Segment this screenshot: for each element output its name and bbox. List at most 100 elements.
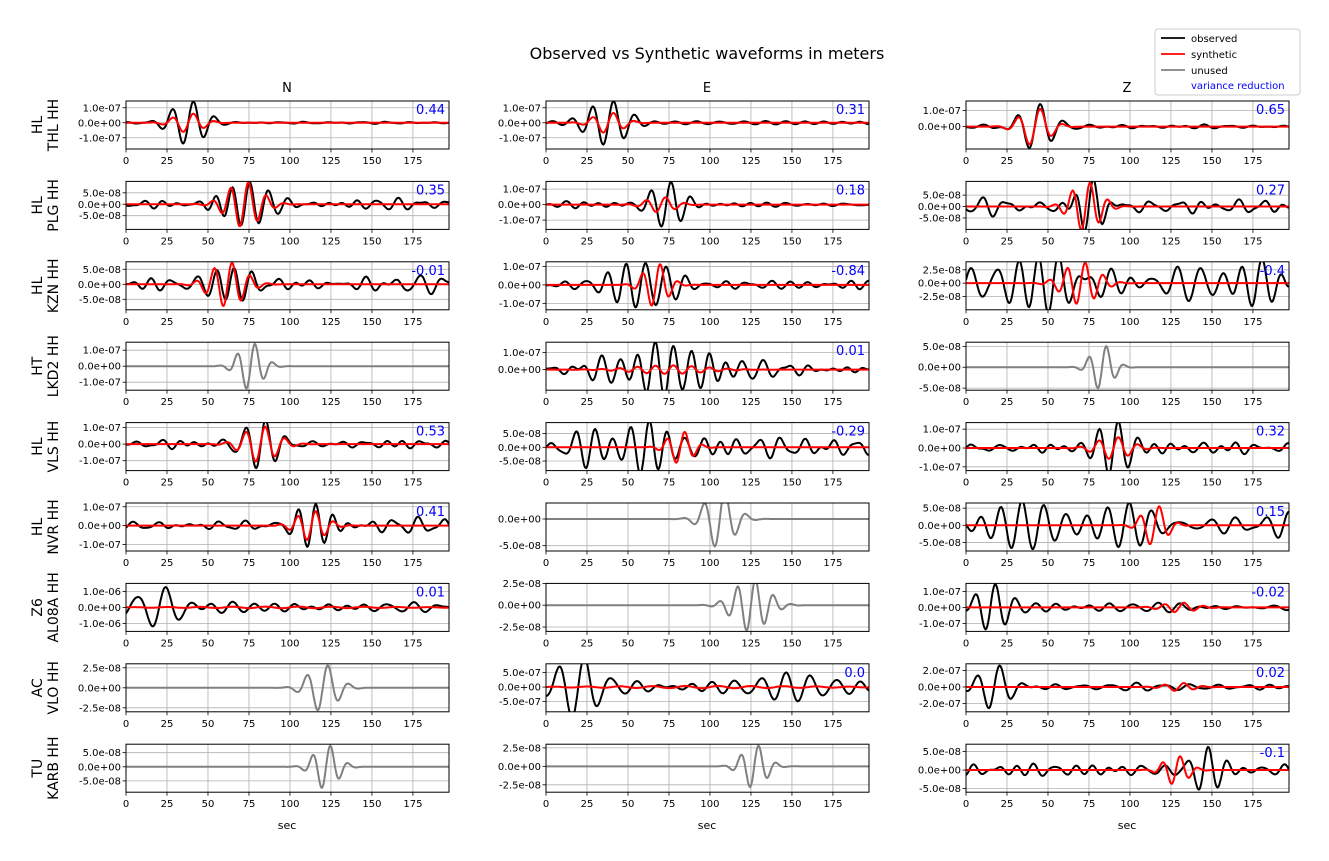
variance-reduction-label: 0.53 [416,425,445,440]
variance-reduction-label: 0.44 [416,103,445,118]
panel-frame [965,180,1290,230]
x-tick-label: 0 [963,638,969,649]
x-tick-label: 75 [243,478,256,489]
x-tick-label: 125 [321,236,340,247]
y-tick-label: 0.0e+00 [78,762,121,773]
x-tick-label: 25 [161,156,174,167]
x-tick-label: 0 [963,156,969,167]
y-tick-label: -1.0e-07 [79,456,121,467]
variance-reduction-label: -0.1 [1260,746,1285,761]
x-tick-label: 125 [321,558,340,569]
y-tick-label: 2.5e-08 [83,663,121,674]
observed-trace [126,422,449,470]
x-tick-label: 50 [202,236,215,247]
panel-frame [125,261,450,311]
x-tick-label: 175 [823,719,842,730]
y-tick-label: 2.5e-08 [923,265,961,276]
station-network-label: TU [30,759,46,779]
x-tick-label: 125 [321,397,340,408]
panel-plg-hh-e: 1.0e-07 0.0e+00 -1.0e-070 25 50 75 100 125 150 17… [498,180,870,247]
x-tick-label: 100 [700,558,719,569]
x-tick-label: 0 [123,478,129,489]
observed-trace [546,342,869,391]
y-tick-label: 0.0e+00 [918,363,961,374]
panel-frame [965,261,1290,311]
x-tick-label: 175 [403,478,422,489]
unused-trace [126,342,449,390]
y-tick-label: -5.0e-08 [499,457,541,468]
panel-frame [545,663,870,713]
x-tick-label: 50 [202,156,215,167]
y-tick-label: 0.0e+00 [78,440,121,451]
x-tick-label: 0 [123,317,129,328]
x-tick-label: 75 [1083,558,1096,569]
variance-reduction-label: 0.32 [1256,425,1285,440]
y-tick-label: -1.0e-07 [499,216,541,227]
y-tick-label: 5.0e-08 [83,265,121,276]
synthetic-trace [966,181,1289,230]
x-tick-label: 150 [1202,638,1221,649]
x-tick-label: 50 [622,478,635,489]
station-network-label: Z6 [30,598,46,617]
legend-frame [1154,28,1301,96]
x-tick-label: 25 [1001,719,1014,730]
station-label-0: HL THL HH [30,99,62,152]
panel-frame [545,582,870,632]
x-tick-label: 75 [1083,719,1096,730]
y-tick-label: -1.0e-07 [919,619,961,630]
station-name-label: THL HH [46,99,62,152]
legend: observed synthetic unused variance reduc… [1154,28,1301,96]
x-tick-label: 0 [123,638,129,649]
panel-frame [125,422,450,472]
column-titles: N E Z [282,81,1131,96]
x-tick-label: 0 [963,478,969,489]
y-tick-label: -1.0e-07 [79,540,121,551]
x-tick-label: 25 [1001,236,1014,247]
station-name-label: AL08A HH [46,572,62,642]
x-tick-label: 50 [622,156,635,167]
unused-trace [126,664,449,712]
x-tick-label: 150 [362,719,381,730]
y-tick-label: 2.0e-07 [923,666,961,677]
x-tick-label: 50 [622,558,635,569]
observed-trace [546,262,869,309]
y-tick-label: 2.5e-08 [503,579,541,590]
x-tick-label: 125 [321,156,340,167]
x-tick-label: 50 [1042,397,1055,408]
x-tick-label: 50 [202,478,215,489]
y-tick-label: 0.0e+00 [498,365,541,376]
x-tick-label: 100 [1120,799,1139,810]
variance-reduction-label: 0.18 [836,183,865,198]
y-tick-label: 1.0e-07 [503,348,541,359]
y-tick-label: 1.0e-07 [83,346,121,357]
panel-frame [125,100,450,150]
panel-vls-hh-e: 5.0e-08 0.0e+00 -5.0e-080 25 50 75 100 125 150 17… [498,422,870,489]
x-tick-label: 25 [161,558,174,569]
x-tick-label: 125 [1161,397,1180,408]
y-tick-label: 0.0e+00 [78,280,121,291]
y-tick-label: 5.0e-07 [503,668,541,679]
synthetic-trace [546,111,869,134]
x-tick-label: 50 [622,799,635,810]
variance-reduction-label: 0.15 [1256,505,1285,520]
x-tick-label: 125 [741,719,760,730]
x-tick-label: 25 [1001,478,1014,489]
station-name-label: NVR HH [46,499,62,554]
x-tick-label: 50 [202,558,215,569]
x-tick-label: 175 [823,478,842,489]
panel-kzn-hh-z: 2.5e-08 0.0e+00 -2.5e-08 0 25 50 75 100 125 150 17… [918,261,1290,328]
x-tick-label: 175 [823,236,842,247]
x-tick-label: 125 [1161,478,1180,489]
x-tick-label: 0 [543,638,549,649]
x-tick-label: 75 [1083,236,1096,247]
x-tick-label: 0 [543,558,549,569]
x-tick-label: 0 [123,558,129,569]
station-label-4: HL VLS HH [30,421,62,473]
x-tick-label: 25 [161,236,174,247]
x-tick-label: 100 [1120,397,1139,408]
x-tick-label: 175 [1243,156,1262,167]
station-network-label: AC [30,678,46,697]
y-tick-label: -5.0e-08 [79,776,121,787]
x-tick-label: 25 [1001,638,1014,649]
panel-kzn-hh-n: 5.0e-08 0.0e+00 -5.0e-080 25 50 75 100 125 150 17… [78,261,450,328]
